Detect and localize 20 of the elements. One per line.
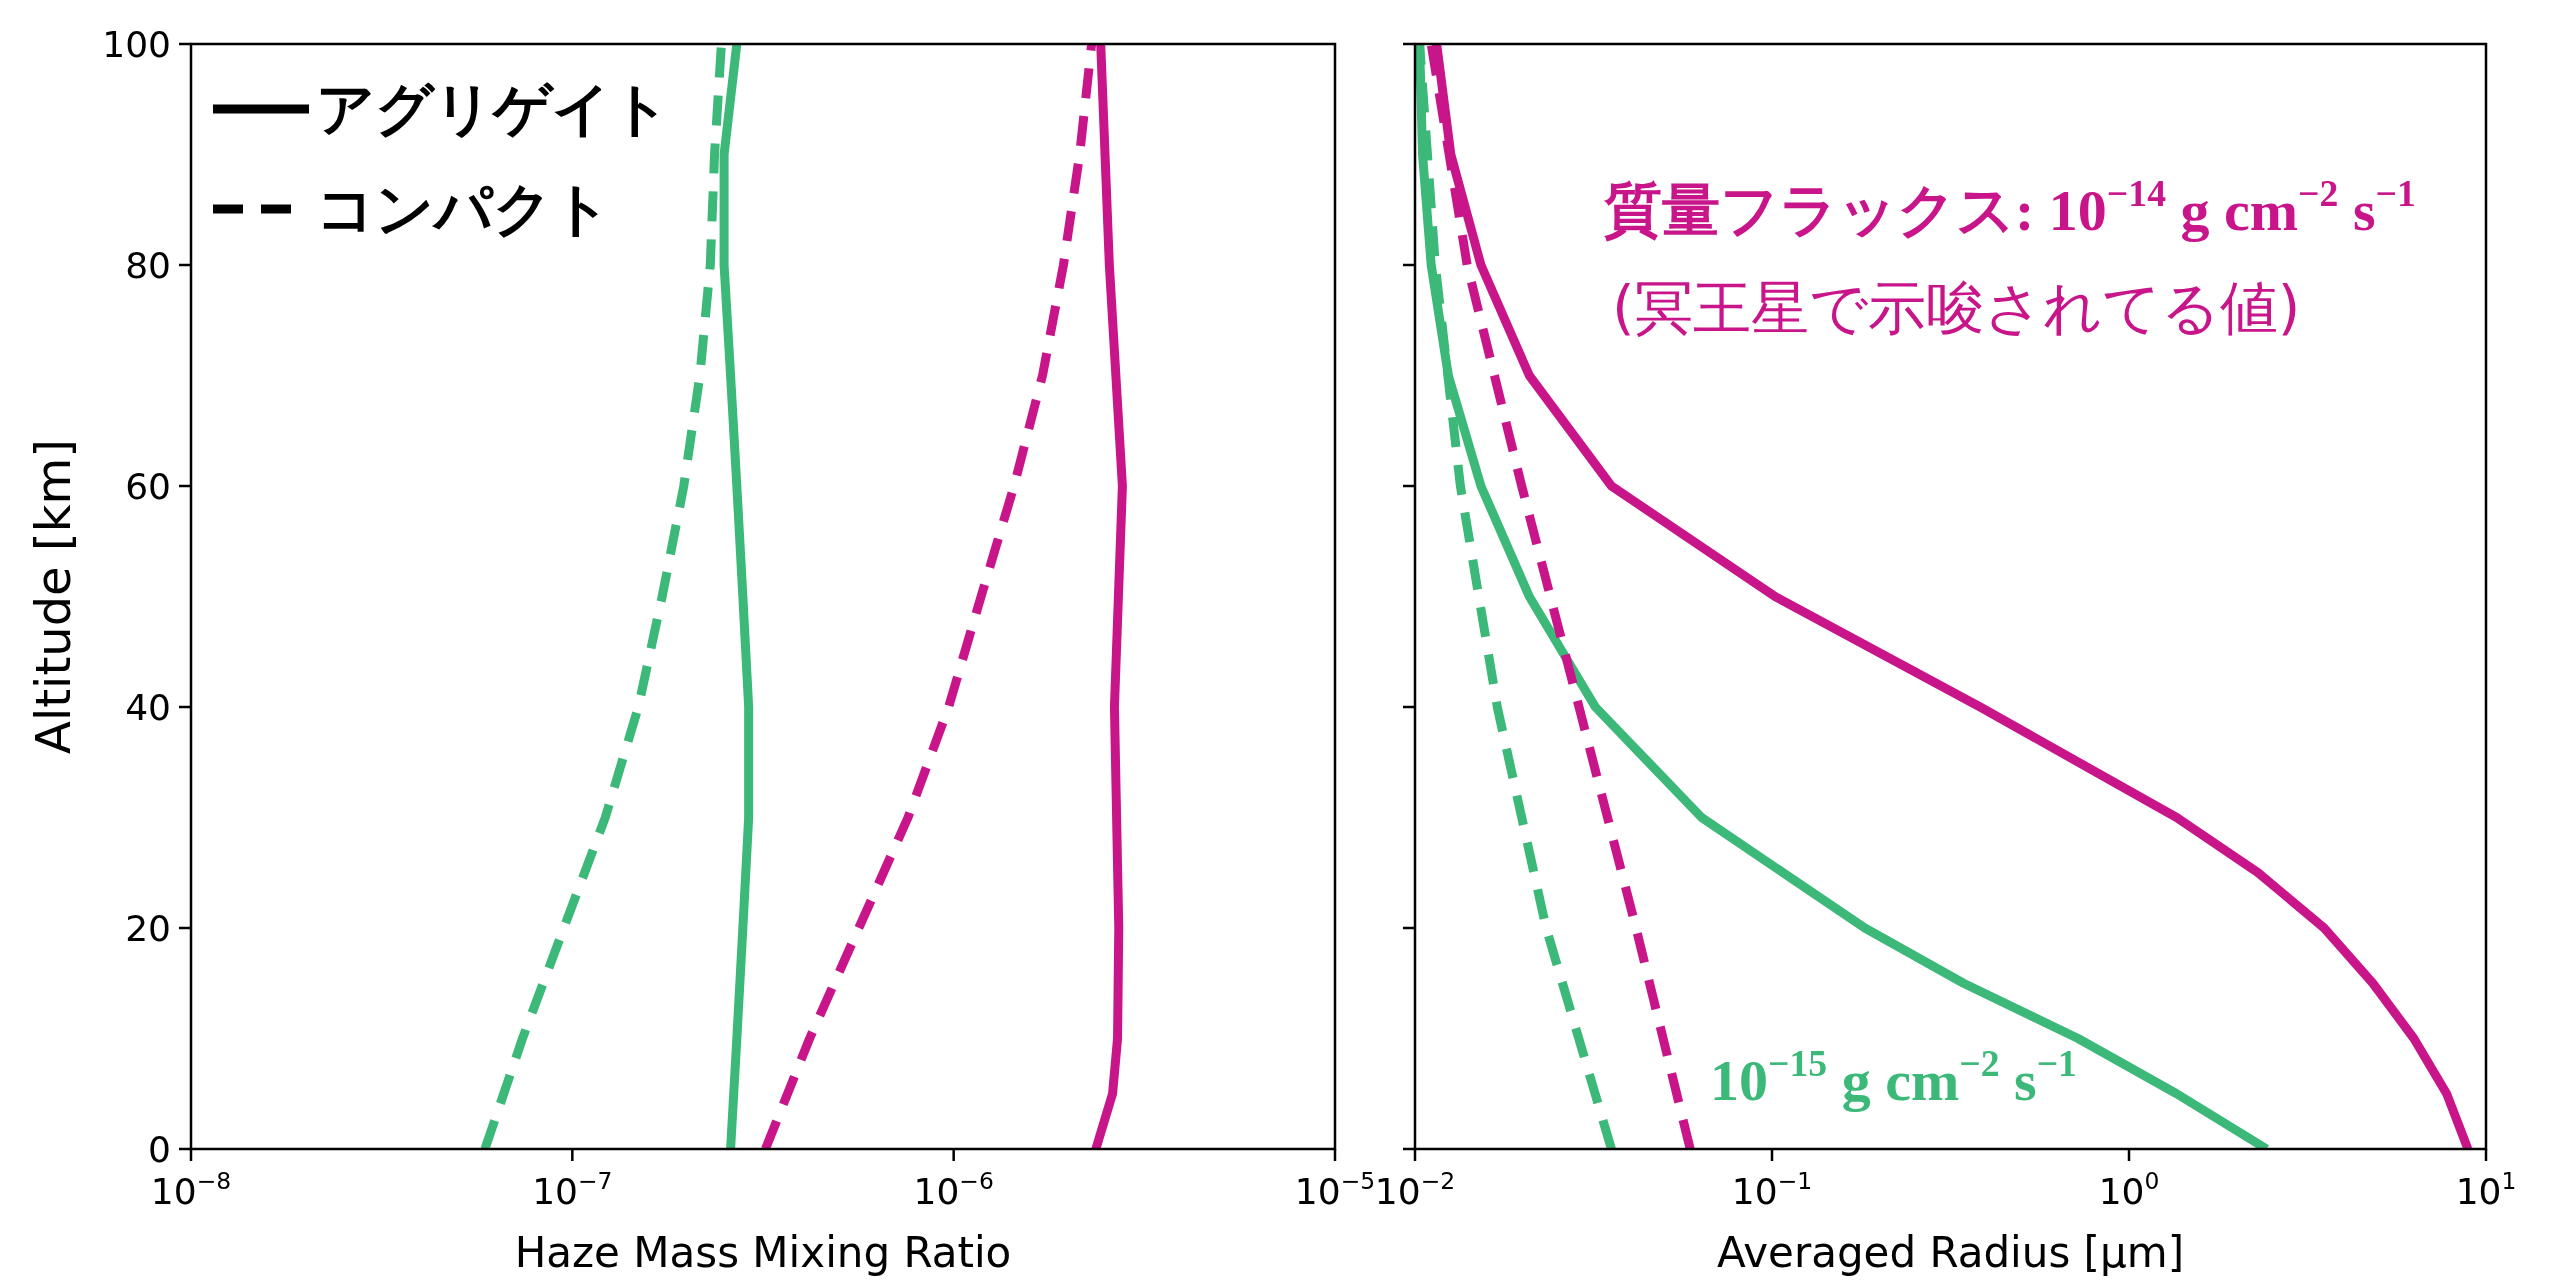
y-tick-label: 60: [125, 466, 171, 507]
y-tick-label: 100: [102, 24, 171, 65]
annotation: コンパクト: [316, 175, 611, 243]
x-axis-title: Averaged Radius [μm]: [1716, 1228, 2185, 1277]
annotation: 質量フラックス: 10$^{−14}$ g cm$^{−2}$ s$^{−1}$: [1603, 171, 2416, 243]
x-tick-label: 10$^{−2}$: [1374, 1166, 1456, 1212]
x-tick-label: 10$^{0}$: [2098, 1166, 2160, 1212]
y-tick-label: 40: [125, 687, 171, 728]
x-tick-label: 10$^{1}$: [2455, 1166, 2517, 1212]
y-tick-label: 20: [125, 908, 171, 949]
x-tick-label: 10$^{−7}$: [532, 1166, 613, 1212]
x-tick-label: 10$^{−5}$: [1294, 1166, 1376, 1212]
x-tick-label: 10$^{−6}$: [913, 1166, 994, 1212]
x-axis-title: Haze Mass Mixing Ratio: [514, 1228, 1012, 1277]
x-tick-label: 10$^{−1}$: [1731, 1166, 1813, 1212]
y-axis-title: Altitude [km]: [25, 439, 81, 754]
annotation: (冥王星で示唆されてる値): [1612, 274, 2301, 342]
annotation: アグリゲイト: [316, 75, 670, 143]
annotation: 10$^{−15}$ g cm$^{−2}$ s$^{−1}$: [1710, 1041, 2077, 1113]
y-tick-label: 80: [125, 245, 171, 286]
